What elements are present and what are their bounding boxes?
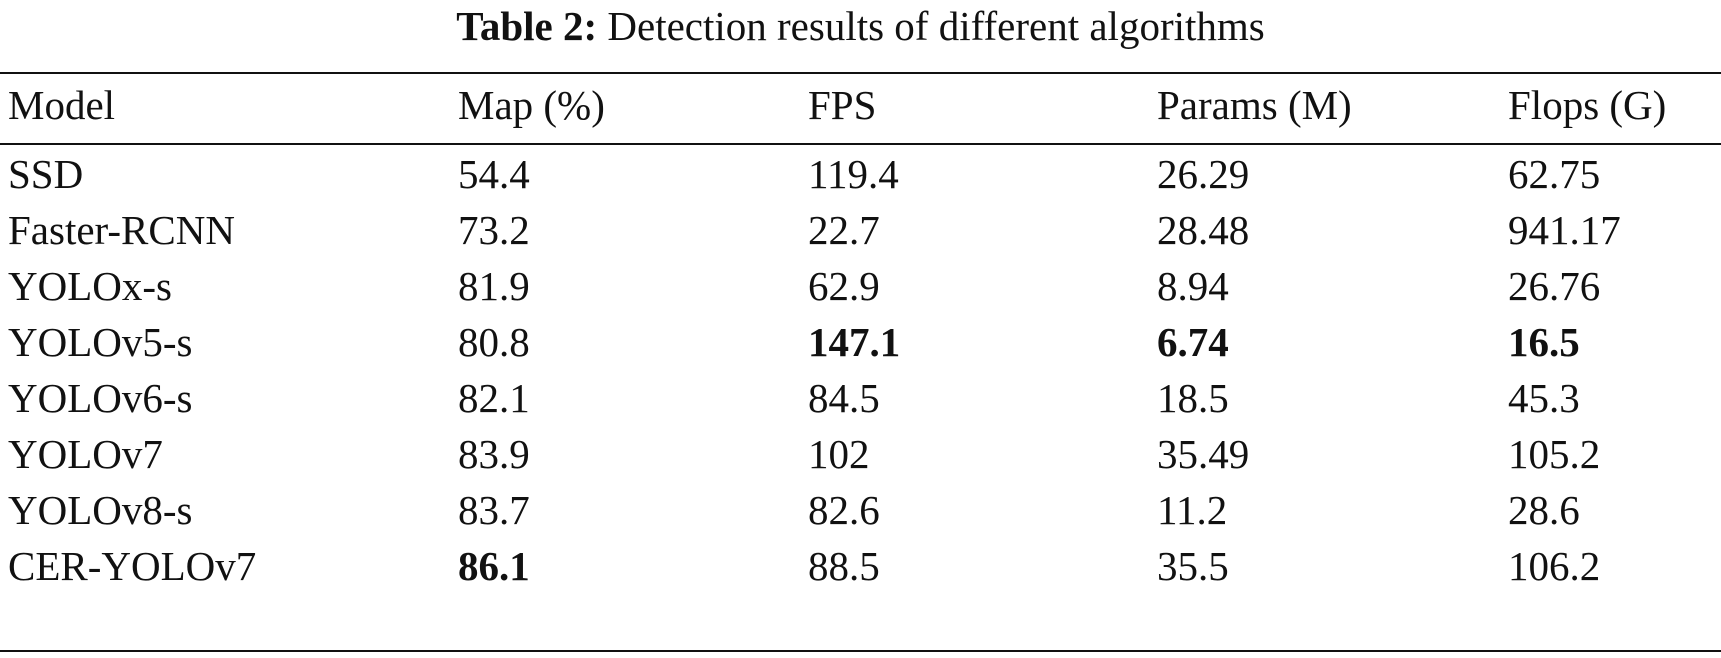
- cell-fps: 102: [808, 431, 870, 477]
- cell-params: 18.5: [1157, 375, 1229, 421]
- cell-fps: 82.6: [808, 487, 880, 533]
- table-row: Faster-RCNN 73.2 22.7 28.48 941.17: [0, 199, 1721, 261]
- cell-params: 26.29: [1157, 151, 1250, 197]
- cell-model: YOLOv6-s: [8, 375, 193, 421]
- cell-params: 35.49: [1157, 431, 1250, 477]
- cell-flops: 106.2: [1508, 543, 1601, 589]
- cell-params: 35.5: [1157, 543, 1229, 589]
- cell-model: YOLOv5-s: [8, 319, 193, 365]
- cell-model: SSD: [8, 151, 84, 197]
- cell-fps: 62.9: [808, 263, 880, 309]
- cell-map: 83.7: [458, 487, 530, 533]
- cell-fps: 22.7: [808, 207, 880, 253]
- cell-flops: 941.17: [1508, 207, 1621, 253]
- table-top-rule: [0, 72, 1721, 74]
- cell-map: 81.9: [458, 263, 530, 309]
- cell-model: Faster-RCNN: [8, 207, 235, 253]
- cell-fps: 88.5: [808, 543, 880, 589]
- table-row: SSD 54.4 119.4 26.29 62.75: [0, 143, 1721, 205]
- table-row: CER-YOLOv7 86.1 88.5 35.5 106.2: [0, 535, 1721, 597]
- cell-params: 28.48: [1157, 207, 1250, 253]
- cell-map: 82.1: [458, 375, 530, 421]
- cell-params: 11.2: [1157, 487, 1228, 533]
- table-row: YOLOv8-s 83.7 82.6 11.2 28.6: [0, 479, 1721, 541]
- cell-map: 86.1: [458, 543, 530, 589]
- cell-map: 54.4: [458, 151, 530, 197]
- header-model: Model: [8, 82, 116, 128]
- cell-flops: 105.2: [1508, 431, 1601, 477]
- cell-model: CER-YOLOv7: [8, 543, 257, 589]
- table-bottom-rule: [0, 650, 1721, 652]
- table-caption: Table 2: Detection results of different …: [0, 0, 1721, 62]
- cell-model: YOLOv8-s: [8, 487, 193, 533]
- cell-params: 8.94: [1157, 263, 1229, 309]
- cell-model: YOLOx-s: [8, 263, 172, 309]
- header-params: Params (M): [1157, 82, 1352, 128]
- table-header-row: Model Map (%) FPS Params (M) Flops (G): [0, 74, 1721, 136]
- cell-map: 83.9: [458, 431, 530, 477]
- cell-fps: 119.4: [808, 151, 899, 197]
- cell-flops: 28.6: [1508, 487, 1580, 533]
- header-fps: FPS: [808, 82, 877, 128]
- cell-flops: 45.3: [1508, 375, 1580, 421]
- header-map: Map (%): [458, 82, 605, 128]
- cell-flops: 26.76: [1508, 263, 1601, 309]
- cell-map: 80.8: [458, 319, 530, 365]
- header-flops: Flops (G): [1508, 82, 1667, 128]
- cell-map: 73.2: [458, 207, 530, 253]
- table-caption-label: Table 2:: [456, 3, 598, 49]
- table-row: YOLOv6-s 82.1 84.5 18.5 45.3: [0, 367, 1721, 429]
- cell-fps: 147.1: [808, 319, 901, 365]
- table-row: YOLOx-s 81.9 62.9 8.94 26.76: [0, 255, 1721, 317]
- cell-flops: 62.75: [1508, 151, 1601, 197]
- cell-params: 6.74: [1157, 319, 1229, 365]
- cell-flops: 16.5: [1508, 319, 1580, 365]
- table-header-rule: [0, 143, 1721, 145]
- table-row: YOLOv5-s 80.8 147.1 6.74 16.5: [0, 311, 1721, 373]
- cell-fps: 84.5: [808, 375, 880, 421]
- table-caption-text: Detection results of different algorithm…: [607, 3, 1265, 49]
- table-row: YOLOv7 83.9 102 35.49 105.2: [0, 423, 1721, 485]
- cell-model: YOLOv7: [8, 431, 163, 477]
